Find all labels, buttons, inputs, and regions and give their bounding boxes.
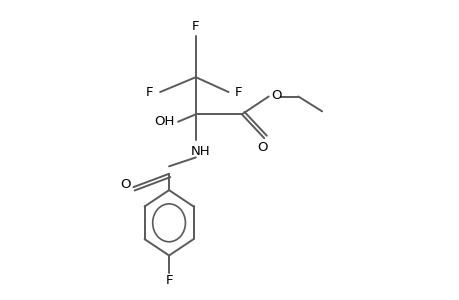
Text: F: F	[235, 85, 242, 98]
Text: O: O	[257, 140, 267, 154]
Text: O: O	[270, 88, 281, 101]
Text: OH: OH	[154, 115, 174, 128]
Text: F: F	[192, 20, 199, 33]
Text: NH: NH	[190, 145, 210, 158]
Text: F: F	[165, 274, 173, 287]
Text: O: O	[120, 178, 131, 191]
Text: F: F	[146, 85, 153, 98]
